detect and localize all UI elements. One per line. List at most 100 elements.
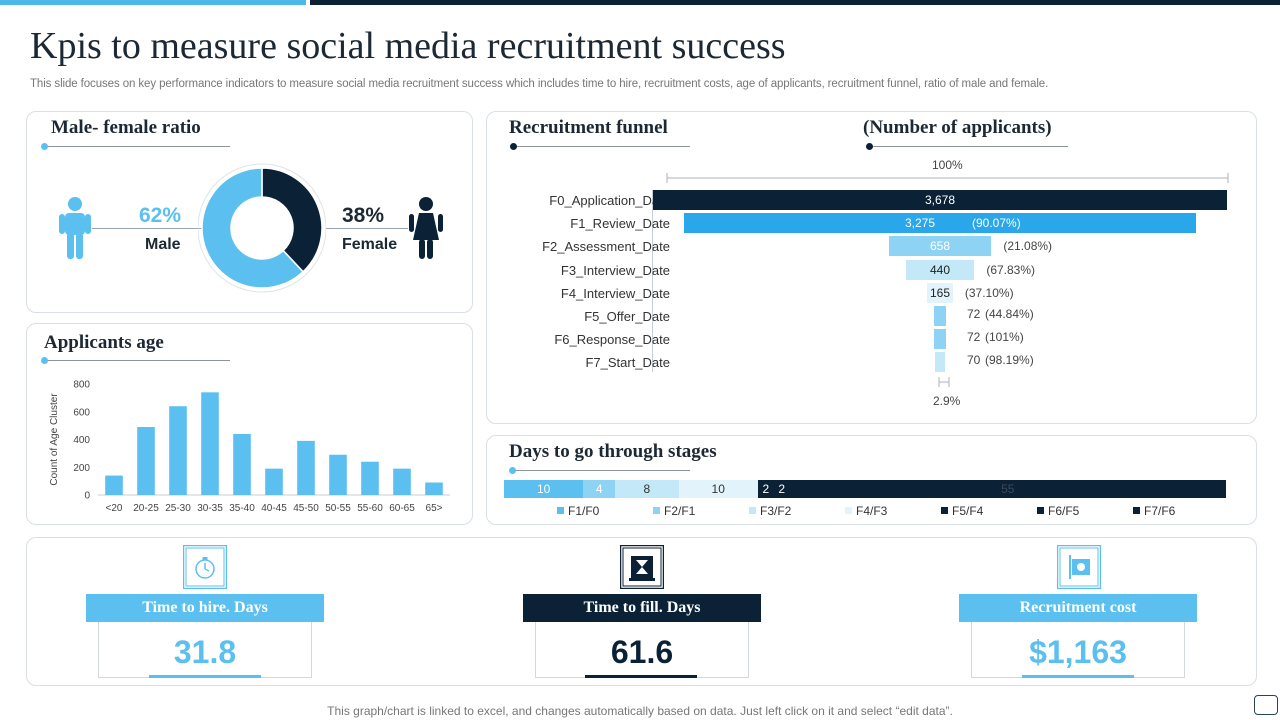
funnel-title2-underline xyxy=(868,146,1068,147)
legend-swatch xyxy=(557,507,564,514)
male-percentage: 62% xyxy=(139,204,182,227)
funnel-value-label: 70 xyxy=(967,353,981,368)
funnel-value-label: 440 xyxy=(929,262,951,277)
legend-swatch xyxy=(749,507,756,514)
kpi-time-to-fill-value: 61.6 xyxy=(610,634,674,670)
kpi-time-to-hire-banner: Time to hire. Days xyxy=(86,594,324,622)
funnel-stage-label: F5_Offer_Date xyxy=(584,309,670,324)
footer-note: This graph/chart is linked to excel, and… xyxy=(327,704,953,718)
male-connector-line xyxy=(92,228,202,229)
corner-frame-icon xyxy=(1254,695,1278,715)
funnel-stage-label: F0_Application_Date xyxy=(549,193,670,208)
age-bar xyxy=(329,454,347,495)
kpi-recruitment-cost-value: $1,163 xyxy=(1029,634,1127,670)
female-connector-line xyxy=(326,228,408,229)
funnel-bar xyxy=(934,306,946,326)
stage-segment: 4 xyxy=(583,480,616,498)
age-title-underline xyxy=(44,360,230,361)
age-y-tick-label: 0 xyxy=(84,491,90,502)
age-x-tick-label: 45-50 xyxy=(293,503,319,514)
funnel-range-bracket-bottom xyxy=(938,377,950,387)
hourglass-icon xyxy=(620,545,664,589)
age-bar xyxy=(393,468,411,495)
legend-label: F3/F2 xyxy=(760,504,792,518)
legend-swatch xyxy=(1133,507,1140,514)
funnel-stage-label: F2_Assessment_Date xyxy=(542,239,670,255)
age-x-tick-label: 20-25 xyxy=(133,503,159,514)
stage-segment: 2 xyxy=(757,480,774,498)
legend-swatch xyxy=(653,507,660,514)
funnel-range-bracket-top xyxy=(666,173,1229,183)
legend-label: F4/F3 xyxy=(856,504,888,518)
female-percentage: 38% xyxy=(342,204,385,227)
age-x-tick-label: 65> xyxy=(426,503,443,514)
stage-legend-item: F7/F6 xyxy=(1133,504,1175,518)
age-x-tick-label: <20 xyxy=(106,503,123,514)
funnel-value-label: 3,275 xyxy=(904,216,936,231)
age-bar xyxy=(297,440,315,495)
funnel-value-label: 165 xyxy=(929,285,951,300)
funnel-value-label: 72 xyxy=(967,330,981,345)
page-subtitle: This slide focuses on key performance in… xyxy=(30,78,1049,90)
donut-slice-male xyxy=(201,167,305,289)
age-panel-title: Applicants age xyxy=(44,332,164,353)
funnel-stage-label: F4_Interview_Date xyxy=(560,285,670,301)
donut-outer-ring xyxy=(198,163,326,293)
age-x-tick-label: 40-45 xyxy=(261,503,287,514)
age-x-tick-label: 55-60 xyxy=(357,503,383,514)
funnel-top-percentage: 100% xyxy=(932,158,963,172)
legend-swatch xyxy=(845,507,852,514)
legend-label: F7/F6 xyxy=(1144,504,1176,518)
age-x-tick-label: 25-30 xyxy=(165,503,191,514)
age-title-dot xyxy=(41,357,48,364)
age-bar xyxy=(265,468,283,495)
funnel-title-dot xyxy=(510,143,517,150)
male-label: Male xyxy=(145,236,181,253)
age-x-tick-label: 30-35 xyxy=(197,503,223,514)
age-bar xyxy=(233,433,251,495)
kpi-time-to-hire-underline xyxy=(149,675,261,678)
funnel-stage-label: F6_Response_Date xyxy=(554,332,670,348)
funnel-value-label: 3,678 xyxy=(924,193,956,207)
page-title: Kpis to measure social media recruitment… xyxy=(30,25,786,67)
funnel-title2-dot xyxy=(866,143,873,150)
age-bar xyxy=(201,392,219,495)
stage-segment: 10 xyxy=(504,480,584,498)
gender-panel-title: Male- female ratio xyxy=(51,117,201,138)
price-tag-icon xyxy=(1057,545,1101,589)
funnel-value-label: 658 xyxy=(929,239,951,254)
stage-legend-item: F6/F5 xyxy=(1037,504,1079,518)
stopwatch-icon xyxy=(183,545,227,589)
funnel-percentage-label: (90.07%) xyxy=(972,216,1021,231)
stages-panel-title: Days to go through stages xyxy=(509,441,717,462)
stages-title-underline xyxy=(512,470,690,471)
stage-segment: 2 xyxy=(773,480,790,498)
female-label: Female xyxy=(342,236,398,253)
kpi-recruitment-cost-banner: Recruitment cost xyxy=(959,594,1197,622)
funnel-percentage-label: (67.83%) xyxy=(986,262,1036,277)
funnel-stage-label: F1_Review_Date xyxy=(570,216,670,232)
gender-title-underline xyxy=(44,146,230,147)
age-bar xyxy=(105,475,123,495)
age-y-tick-label: 600 xyxy=(73,407,90,418)
funnel-percentage-label: (21.08%) xyxy=(1003,239,1053,254)
funnel-panel-title: Recruitment funnel xyxy=(509,117,668,138)
kpi-time-to-fill-underline xyxy=(585,675,697,678)
age-bar xyxy=(137,427,155,495)
funnel-title-underline xyxy=(512,146,690,147)
age-y-tick-label: 200 xyxy=(73,463,90,474)
funnel-panel xyxy=(486,111,1257,424)
legend-label: F5/F4 xyxy=(952,504,984,518)
age-x-tick-label: 35-40 xyxy=(229,503,255,514)
funnel-percentage-label: (98.19%) xyxy=(985,353,1034,368)
legend-swatch xyxy=(941,507,948,514)
kpi-time-to-hire-value: 31.8 xyxy=(173,634,237,670)
top-accent-bar-dark xyxy=(310,0,1280,5)
funnel-panel-title-2: (Number of applicants) xyxy=(863,117,1052,138)
funnel-bar xyxy=(934,352,946,373)
stage-legend-item: F4/F3 xyxy=(845,504,887,518)
gender-donut-chart xyxy=(198,163,326,293)
age-bar-chart: Count of Age Cluster 0 200 400 600 800 <20 20-2… xyxy=(49,380,450,514)
stage-legend-item: F2/F1 xyxy=(653,504,695,518)
legend-swatch xyxy=(1037,507,1044,514)
